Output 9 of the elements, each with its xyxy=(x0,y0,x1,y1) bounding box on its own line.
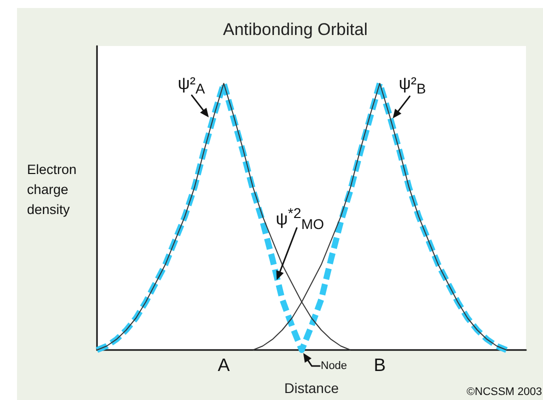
y-axis-title: Electron charge density xyxy=(27,161,78,219)
x-axis-title: Distance xyxy=(284,380,339,396)
text: ©NCSSM 2003 xyxy=(466,386,542,399)
text: Node xyxy=(320,359,348,373)
chart-title: Antibonding Orbital xyxy=(223,20,368,39)
x-tick-label: B xyxy=(374,355,386,375)
series-label: ψ²$_{A}$ xyxy=(178,74,205,100)
series-label: ψ²$_{B}$ xyxy=(398,74,426,100)
x-tick-label: A xyxy=(218,355,230,375)
